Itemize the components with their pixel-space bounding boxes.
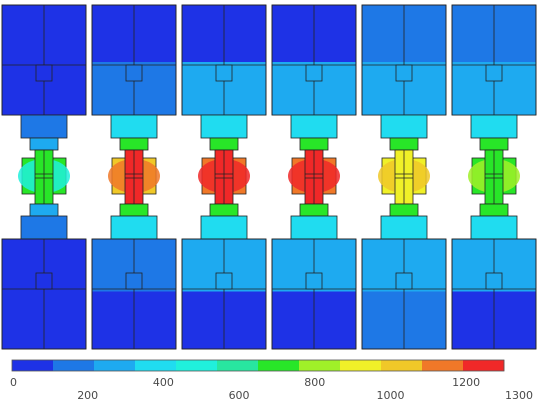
- panel-2-lower-collar: [110, 215, 158, 240]
- panel-6-top-bore: [485, 64, 503, 82]
- panel-1-top-bore: [35, 64, 53, 82]
- panel-2-upper-collar: [110, 114, 158, 139]
- colorbar-tick-label: 0: [10, 376, 17, 389]
- panel-3-upper-collar: [200, 114, 248, 139]
- panel-6-upper-neck: [479, 137, 509, 151]
- panel-6-bottom-bore: [485, 272, 503, 290]
- panel-4-lower-collar: [290, 215, 338, 240]
- panel-2-lower-neck: [119, 203, 149, 217]
- panel-2-top-bore: [125, 64, 143, 82]
- panel-5-upper-collar: [380, 114, 428, 139]
- colorbar-tick-label: 600: [228, 389, 250, 402]
- panel-4-lower-neck: [299, 203, 329, 217]
- colorbar-segment-0: [12, 360, 54, 371]
- colorbar-segment-9: [381, 360, 423, 371]
- panel-5-lower-collar: [380, 215, 428, 240]
- colorbar-tick-label: 400: [152, 376, 174, 389]
- panel-3-bottom-bore: [215, 272, 233, 290]
- colorbar-segment-7: [299, 360, 341, 371]
- panel-3-top-bore: [215, 64, 233, 82]
- panel-4-upper-collar: [290, 114, 338, 139]
- colorbar-tick-label: 1200: [452, 376, 481, 389]
- colorbar-outline: [11, 359, 505, 372]
- colorbar-segment-6: [258, 360, 300, 371]
- panel-2-upper-neck: [119, 137, 149, 151]
- colorbar-segment-2: [94, 360, 136, 371]
- colorbar-segment-4: [176, 360, 218, 371]
- panel-6-upper-collar: [470, 114, 518, 139]
- panel-1-lower-neck: [29, 203, 59, 217]
- colorbar-tick-label: 1300: [505, 389, 533, 402]
- colorbar-segment-10: [422, 360, 464, 371]
- colorbar-segment-3: [135, 360, 177, 371]
- panel-1-upper-collar: [20, 114, 68, 139]
- colorbar-segment-1: [53, 360, 95, 371]
- panel-5-top-bore: [395, 64, 413, 82]
- colorbar-tick-label: 1000: [376, 389, 405, 402]
- panel-4-bottom-bore: [305, 272, 323, 290]
- panel-3-upper-neck: [209, 137, 239, 151]
- panel-4-top-bore: [305, 64, 323, 82]
- panel-6-lower-neck: [479, 203, 509, 217]
- colorbar-segment-5: [217, 360, 259, 371]
- panel-2-bottom-bore: [125, 272, 143, 290]
- panel-1-lower-collar: [20, 215, 68, 240]
- colorbar-tick-label: 200: [77, 389, 99, 402]
- colorbar-segment-11: [463, 360, 505, 371]
- panel-1-bottom-bore: [35, 272, 53, 290]
- panel-6-lower-collar: [470, 215, 518, 240]
- colorbar-segment-8: [340, 360, 382, 371]
- colorbar-tick-label: 800: [304, 376, 326, 389]
- panel-5-upper-neck: [389, 137, 419, 151]
- panel-5-bottom-bore: [395, 272, 413, 290]
- panel-1-upper-neck: [29, 137, 59, 151]
- panel-3-lower-neck: [209, 203, 239, 217]
- panel-4-upper-neck: [299, 137, 329, 151]
- panel-5-lower-neck: [389, 203, 419, 217]
- panel-3-lower-collar: [200, 215, 248, 240]
